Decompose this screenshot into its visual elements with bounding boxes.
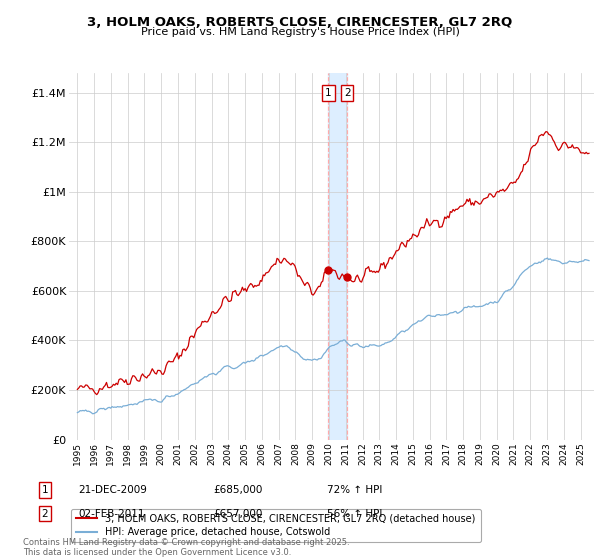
Text: Contains HM Land Registry data © Crown copyright and database right 2025.
This d: Contains HM Land Registry data © Crown c… (23, 538, 349, 557)
Legend: 3, HOLM OAKS, ROBERTS CLOSE, CIRENCESTER, GL7 2RQ (detached house), HPI: Average: 3, HOLM OAKS, ROBERTS CLOSE, CIRENCESTER… (71, 508, 481, 542)
Text: £657,000: £657,000 (213, 508, 262, 519)
Text: 1: 1 (325, 87, 332, 97)
Bar (328, 73, 347, 440)
Text: 72% ↑ HPI: 72% ↑ HPI (327, 485, 382, 495)
Text: 56% ↑ HPI: 56% ↑ HPI (327, 508, 382, 519)
Text: 1: 1 (41, 485, 49, 495)
Text: 2: 2 (41, 508, 49, 519)
Text: 2: 2 (344, 87, 350, 97)
Text: £685,000: £685,000 (213, 485, 262, 495)
Text: 02-FEB-2011: 02-FEB-2011 (78, 508, 145, 519)
Text: Price paid vs. HM Land Registry's House Price Index (HPI): Price paid vs. HM Land Registry's House … (140, 27, 460, 37)
Text: 21-DEC-2009: 21-DEC-2009 (78, 485, 147, 495)
Text: 3, HOLM OAKS, ROBERTS CLOSE, CIRENCESTER, GL7 2RQ: 3, HOLM OAKS, ROBERTS CLOSE, CIRENCESTER… (88, 16, 512, 29)
